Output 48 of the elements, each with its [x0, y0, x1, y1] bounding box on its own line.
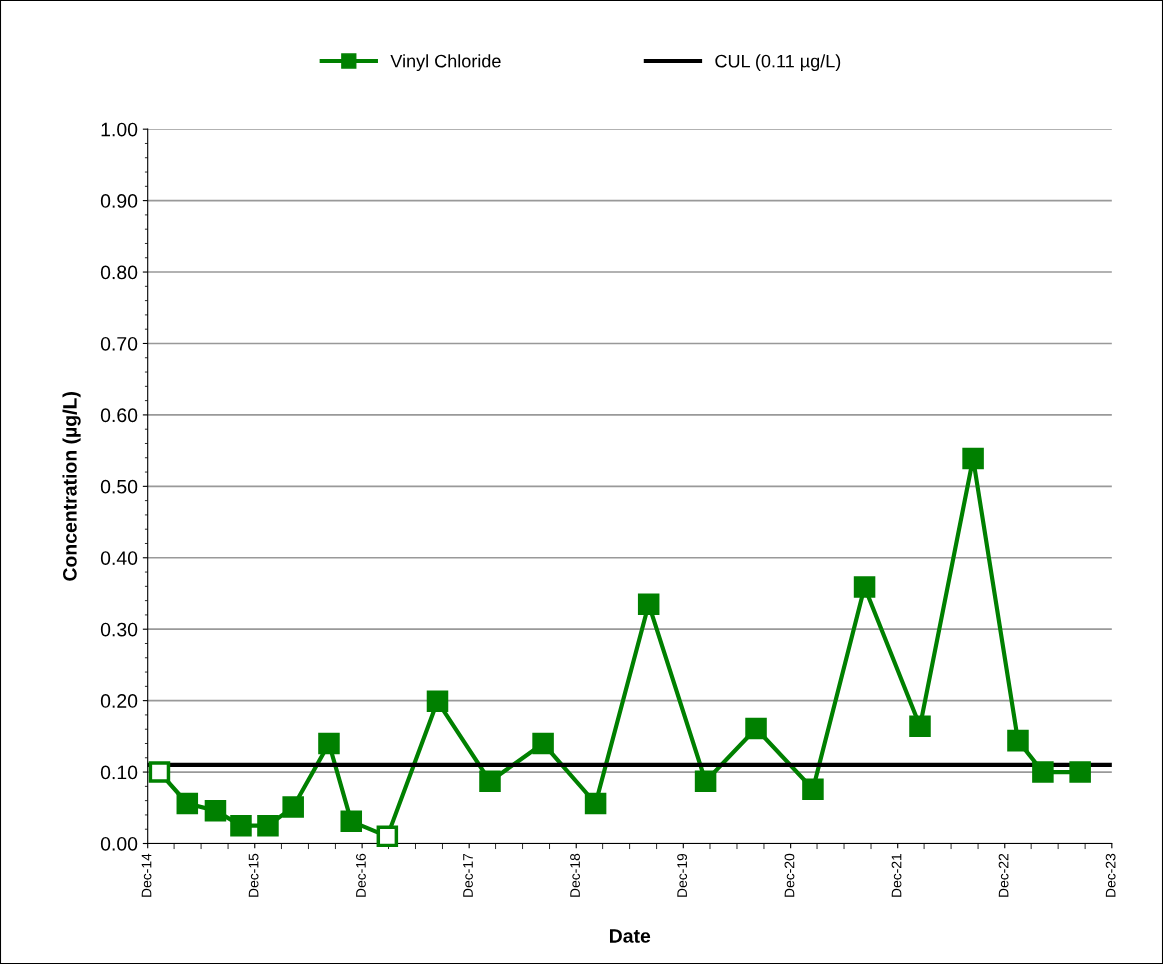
y-tick-label: 0.90	[100, 194, 138, 208]
y-tick-label: 0.00	[100, 836, 138, 851]
x-tick-label: Dec-22	[998, 853, 1009, 897]
point	[257, 814, 279, 837]
legend-label: CUL (0.11 µg/L)	[715, 54, 841, 72]
point	[230, 814, 252, 837]
point	[1069, 761, 1091, 783]
x-tick-label: Dec-14	[141, 853, 152, 897]
point	[204, 799, 227, 822]
point	[802, 778, 824, 800]
x-tick-label: Dec-21	[891, 853, 902, 897]
y-axis-title: Concentration (µg/L)	[62, 392, 81, 581]
point	[376, 825, 399, 848]
point	[340, 810, 363, 833]
x-tick-label: Dec-19	[677, 853, 688, 897]
y-tick-label: 0.80	[100, 265, 138, 280]
point	[479, 770, 501, 793]
x-axis-title: Date	[609, 929, 651, 943]
point	[426, 690, 449, 713]
x-tick-label: Dec-16	[356, 853, 366, 897]
point	[694, 770, 717, 793]
point	[909, 715, 931, 738]
point	[745, 717, 767, 740]
y-tick-label: 1.00	[101, 122, 138, 137]
x-tick-label: Dec-23	[1105, 853, 1116, 897]
x-tick-label: Dec-17	[463, 853, 473, 897]
point	[1032, 761, 1054, 783]
point	[176, 792, 199, 815]
point	[282, 796, 304, 818]
point	[637, 593, 660, 615]
point	[853, 576, 876, 598]
y-tick-label: 0.50	[100, 479, 138, 494]
point	[1007, 729, 1029, 752]
point	[318, 732, 340, 755]
point	[148, 761, 171, 783]
x-tick-label: Dec-20	[784, 853, 795, 897]
y-tick-label: 0.10	[100, 765, 138, 780]
x-tick-label: Dec-18	[570, 853, 580, 897]
y-tick-label: 0.30	[100, 622, 138, 637]
y-tick-label: 0.20	[100, 694, 138, 708]
point	[584, 792, 607, 815]
y-tick-label: 0.40	[100, 551, 138, 566]
legend-label: Vinyl Chloride	[390, 54, 501, 72]
point	[532, 732, 554, 755]
y-tick-label: 0.70	[100, 336, 138, 351]
point	[962, 447, 984, 470]
y-tick-label: 0.60	[100, 408, 138, 423]
x-tick-label: Dec-15	[248, 853, 259, 897]
